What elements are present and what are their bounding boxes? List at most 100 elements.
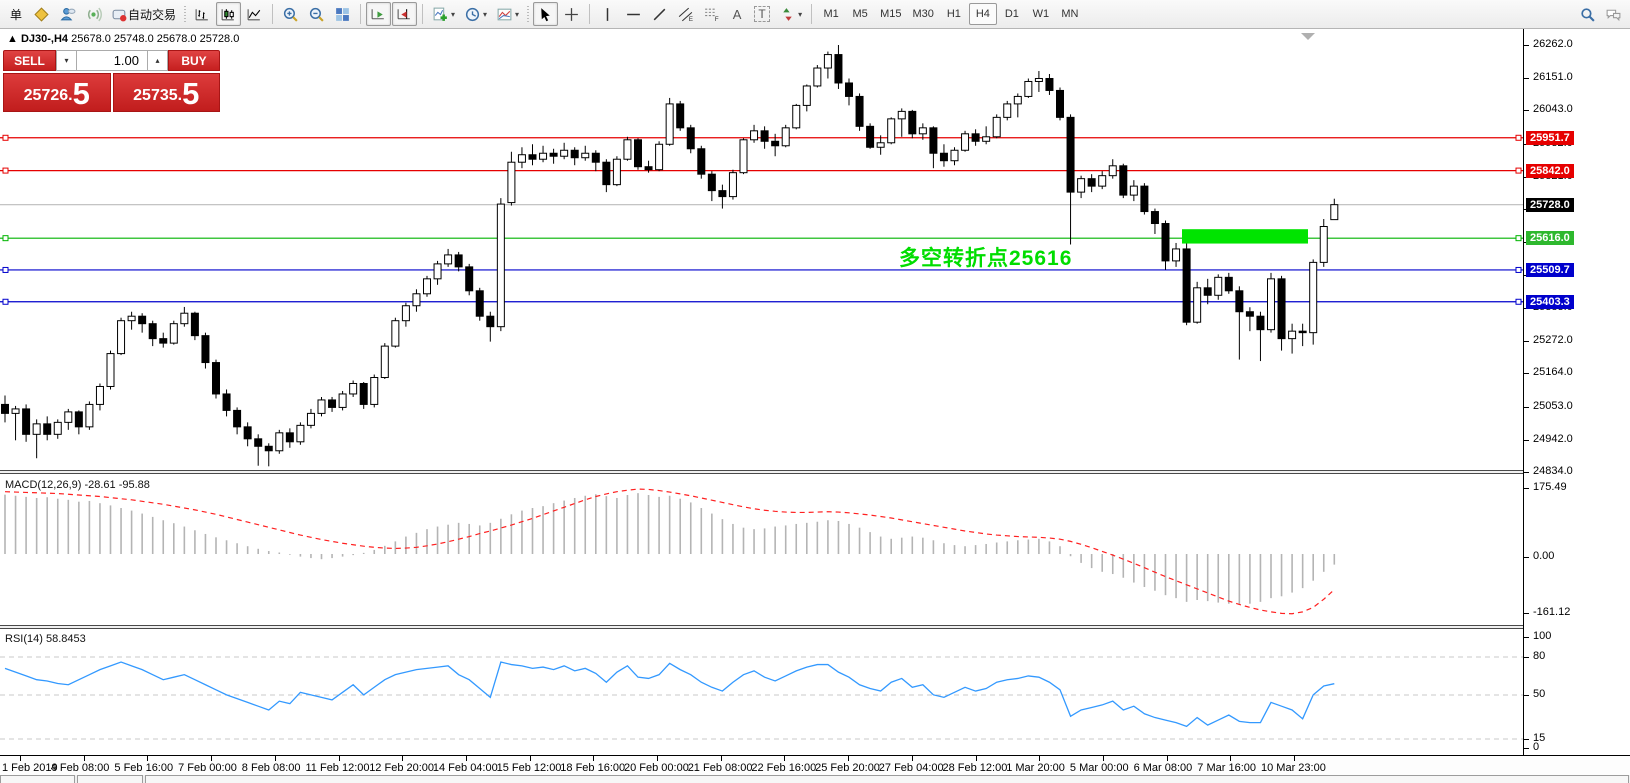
horizontal-line-button[interactable]	[621, 2, 646, 26]
periods-button[interactable]: ▾	[460, 2, 491, 26]
search-button[interactable]	[1575, 2, 1600, 26]
timeframe-button-w1[interactable]: W1	[1032, 8, 1050, 20]
main-chart-pane[interactable]: ▲ DJ30-,H4 25678.0 25748.0 25678.0 25728…	[0, 29, 1523, 470]
symbol-marker-icon: ▲	[7, 33, 18, 45]
bar-chart-button[interactable]	[190, 2, 215, 26]
bear-candle	[1298, 330, 1307, 334]
bear-candle	[834, 54, 843, 84]
timeframe-button-h4[interactable]: H4	[968, 3, 997, 25]
pivot-zone-rectangle[interactable]	[1182, 229, 1308, 244]
bull-candle	[750, 130, 759, 141]
vertical-line-button[interactable]	[595, 2, 620, 26]
rsi-pane[interactable]: RSI(14) 58.8453	[0, 629, 1523, 755]
axis-tick	[1524, 110, 1529, 112]
line-chart-icon	[247, 8, 261, 20]
trendline-button[interactable]	[647, 2, 672, 26]
templates-icon	[497, 8, 512, 20]
axis-tick	[1524, 613, 1529, 614]
line-handle[interactable]	[2, 134, 9, 141]
bear-candle	[760, 130, 769, 142]
time-tick-label: 27 Feb 04:00	[878, 762, 944, 774]
line-handle[interactable]	[1515, 134, 1522, 141]
timeframe-button-d1[interactable]: D1	[1004, 8, 1019, 20]
sell-price-panel[interactable]: 25726. 5	[3, 73, 111, 112]
data-window-button[interactable]	[55, 2, 80, 26]
line-handle[interactable]	[1515, 298, 1522, 305]
timeframe-button-m15[interactable]: M15	[880, 8, 902, 20]
line-handle[interactable]	[2, 298, 9, 305]
bear-candle	[148, 323, 157, 340]
bull-candle	[444, 254, 453, 265]
auto-scroll-button[interactable]	[366, 2, 392, 26]
chart-shift-button[interactable]	[392, 2, 418, 26]
buy-price-panel[interactable]: 25735. 5	[112, 73, 220, 112]
sell-button[interactable]: SELL	[3, 50, 56, 71]
bear-candle	[1, 403, 9, 414]
templates-button[interactable]: ▾	[492, 2, 523, 26]
bear-candle	[1066, 116, 1075, 193]
zoom-out-button[interactable]	[304, 2, 329, 26]
price-tick-label: 25053.0	[1533, 399, 1573, 412]
bull-candle	[813, 67, 822, 87]
chat-icon	[1606, 9, 1621, 21]
time-axis[interactable]: 1 Feb 2019 4 Feb 08:00 5 Feb 16:00 7 Feb 00…	[0, 755, 1630, 775]
line-handle[interactable]	[2, 167, 9, 174]
time-tick-label: 5 Feb 16:00	[114, 762, 174, 774]
timeframe-button-h1[interactable]: H1	[946, 8, 961, 20]
line-handle[interactable]	[2, 266, 9, 273]
text-tool-button[interactable]: A	[725, 2, 749, 26]
line-handle[interactable]	[1515, 235, 1522, 242]
chart-shift-marker[interactable]	[1301, 33, 1315, 40]
macd-pane[interactable]: MACD(12,26,9) -28.61 -95.88	[0, 474, 1523, 625]
pane-splitter[interactable]	[0, 625, 1630, 629]
candlestick-chart[interactable]	[0, 29, 1523, 470]
volume-increase-button[interactable]: ▴	[147, 50, 168, 71]
zoom-in-button[interactable]	[278, 2, 303, 26]
label-tool-button[interactable]: T	[750, 2, 774, 26]
bull-candle	[275, 432, 284, 452]
fibonacci-button[interactable]: F	[699, 2, 724, 26]
shapes-button[interactable]: ▾	[775, 2, 806, 26]
timeframe-button-mn[interactable]: MN	[1061, 8, 1079, 20]
time-tick	[529, 756, 531, 761]
volume-decrease-button[interactable]: ▾	[56, 50, 77, 71]
line-chart-button[interactable]	[242, 2, 267, 26]
market-watch-button[interactable]	[29, 2, 54, 26]
new-order-button[interactable]: 单	[4, 2, 28, 26]
line-handle[interactable]	[1515, 266, 1522, 273]
new-chart-button[interactable]: ▾	[428, 2, 459, 26]
price-axis[interactable]: 26262.026151.026043.025932.025821.025713…	[1523, 29, 1630, 755]
line-handle[interactable]	[2, 235, 9, 242]
pivot-annotation[interactable]: 多空转折点25616	[899, 247, 1073, 270]
bear-candle	[528, 154, 537, 160]
candlestick-chart-button[interactable]	[216, 2, 242, 26]
time-tick	[147, 756, 149, 761]
autotrading-button[interactable]: 自动交易	[107, 2, 180, 26]
cursor-button[interactable]	[533, 2, 559, 26]
signals-button[interactable]	[81, 2, 106, 26]
time-tick-label: 21 Feb 08:00	[687, 762, 753, 774]
time-tick	[465, 756, 467, 761]
price-tick-label: 24942.0	[1533, 432, 1573, 445]
bull-candle	[918, 127, 927, 135]
volume-input[interactable]: 1.00	[77, 50, 147, 71]
chat-button[interactable]	[1601, 2, 1626, 26]
bear-candle	[602, 161, 611, 186]
buy-button[interactable]: BUY	[168, 50, 220, 71]
bear-candle	[243, 426, 252, 440]
bear-candle	[254, 438, 263, 447]
bull-candle	[1034, 77, 1043, 82]
timeframe-button-m1[interactable]: M1	[823, 8, 839, 20]
channel-button[interactable]: E	[673, 2, 698, 26]
pane-splitter[interactable]	[0, 470, 1630, 474]
timeframe-button-m30[interactable]: M30	[912, 8, 934, 20]
tile-windows-button[interactable]	[330, 2, 355, 26]
candlestick-chart-icon	[221, 8, 234, 20]
bear-candle	[939, 152, 948, 162]
chart-ohlc-title: ▲ DJ30-,H4 25678.0 25748.0 25678.0 25728…	[7, 33, 239, 45]
line-handle[interactable]	[1515, 167, 1522, 174]
bear-candle	[1161, 223, 1170, 262]
crosshair-button[interactable]	[559, 2, 584, 26]
timeframe-button-m5[interactable]: M5	[852, 8, 868, 20]
tile-windows-icon	[336, 7, 349, 21]
